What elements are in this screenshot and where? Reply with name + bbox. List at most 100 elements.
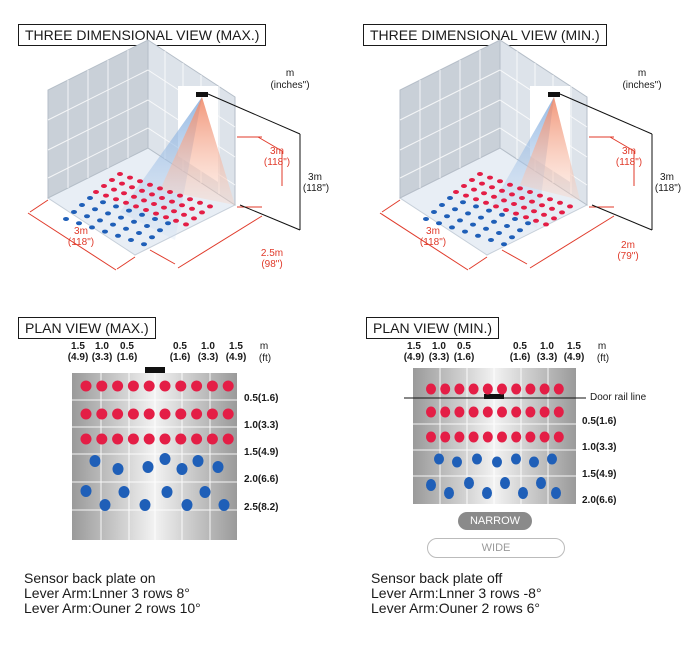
red-detection-dot [123, 200, 129, 205]
row-label: 0.5(1.6) [244, 393, 279, 404]
blue-detection-dot [159, 453, 171, 465]
width-max: 3m [74, 226, 88, 237]
red-detection-dot [551, 216, 557, 221]
red-detection-dot [113, 197, 119, 202]
blue-detection-dot [112, 463, 124, 475]
red-detection-dot [127, 175, 133, 180]
blue-detection-dot [157, 228, 163, 233]
blue-detection-dot [161, 486, 173, 498]
blue-detection-dot [80, 485, 92, 497]
red-detection-dot [109, 178, 115, 182]
red-detection-dot [509, 192, 515, 197]
red-detection-dot [171, 209, 177, 214]
blue-detection-dot [105, 211, 111, 216]
red-detection-dot [483, 200, 489, 205]
col-label: (4.9) [225, 352, 247, 363]
unit-in-max: (inches") [270, 80, 310, 91]
title-plan-min: PLAN VIEW (MIN.) [366, 317, 500, 339]
red-detection-dot [489, 185, 495, 190]
red-detection-dot [147, 182, 153, 187]
blue-detection-dot [439, 203, 445, 207]
col-label: 0.5 [120, 341, 134, 352]
red-detection-dot [101, 184, 107, 188]
blue-detection-dot [144, 224, 150, 228]
red-detection-dot [463, 193, 469, 198]
red-detection-dot [533, 218, 539, 223]
wall-height-min: 3m [622, 146, 636, 157]
sensor [145, 367, 165, 373]
door-rail-label: Door rail line [590, 392, 647, 403]
blue-detection-dot [452, 456, 462, 468]
red-detection-dot [80, 433, 92, 445]
red-detection-dot [187, 197, 193, 202]
red-detection-dot [527, 190, 533, 194]
red-detection-dot [191, 216, 197, 221]
red-detection-dot [549, 206, 555, 211]
red-detection-dot [191, 380, 203, 392]
col-label: 1.0 [95, 341, 109, 352]
narrow-button[interactable]: NARROW [458, 512, 532, 530]
red-detection-dot [482, 431, 493, 443]
blue-detection-dot [431, 210, 437, 214]
depth-in-max: (98") [261, 259, 283, 270]
red-detection-dot [482, 383, 493, 395]
red-detection-dot [471, 187, 477, 192]
col-label: (4.9) [67, 352, 89, 363]
row-label: 2.0(6.6) [244, 474, 279, 485]
red-detection-dot [167, 190, 173, 194]
wall-height-in-min: (118") [615, 157, 643, 168]
unit-m-max: m [285, 68, 295, 79]
red-detection-dot [143, 208, 149, 212]
wide-button[interactable]: WIDE [427, 538, 565, 558]
blue-detection-dot [486, 208, 492, 213]
red-detection-dot [523, 215, 529, 220]
title-3d-max: THREE DIMENSIONAL VIEW (MAX.) [18, 24, 267, 46]
blue-detection-dot [92, 207, 98, 212]
red-detection-dot [440, 406, 451, 418]
red-detection-dot [497, 406, 507, 418]
title-plan-max: PLAN VIEW (MAX.) [18, 317, 156, 339]
red-detection-dot [206, 408, 218, 420]
red-detection-dot [453, 190, 459, 194]
blue-detection-dot [472, 453, 482, 465]
red-detection-dot [143, 380, 155, 392]
blue-detection-dot [113, 204, 119, 209]
red-detection-dot [127, 433, 139, 445]
red-detection-dot [468, 383, 479, 395]
col-label: 0.5 [457, 341, 471, 352]
wall-height-max: 3m [270, 146, 284, 157]
red-detection-dot [169, 199, 175, 204]
caption-line: Lever Arm:Ouner 2 rows 10° [24, 600, 201, 616]
blue-detection-dot [496, 231, 502, 235]
red-detection-dot [491, 194, 497, 199]
red-detection-dot [553, 383, 564, 395]
red-detection-dot [206, 380, 218, 392]
red-detection-dot [426, 406, 436, 418]
blue-detection-dot [141, 242, 147, 247]
blue-detection-dot [447, 196, 453, 200]
red-detection-dot [511, 202, 517, 206]
row-label: 2.5(8.2) [244, 502, 279, 513]
blue-detection-dot [118, 486, 130, 498]
red-detection-dot [511, 431, 522, 443]
col-label: 0.5 [173, 341, 187, 352]
red-detection-dot [513, 211, 519, 216]
blue-detection-dot [89, 455, 101, 467]
red-detection-dot [197, 200, 203, 205]
width-in-max: (118") [67, 237, 95, 248]
blue-detection-dot [212, 461, 224, 473]
caption-line: Lever Arm:Lnner 3 rows 8° [24, 585, 190, 601]
col-label: 1.5 [71, 341, 85, 352]
caption-line: Sensor back plate off [371, 570, 503, 586]
red-detection-dot [149, 192, 155, 197]
blue-detection-dot [501, 242, 507, 247]
blue-detection-dot [181, 499, 193, 511]
blue-detection-dot [457, 218, 463, 223]
depth-max: 2.5m [260, 248, 284, 259]
red-detection-dot [525, 406, 536, 418]
blue-detection-dot [518, 487, 528, 499]
blue-detection-dot [115, 233, 121, 238]
unit-m: m [259, 341, 269, 352]
